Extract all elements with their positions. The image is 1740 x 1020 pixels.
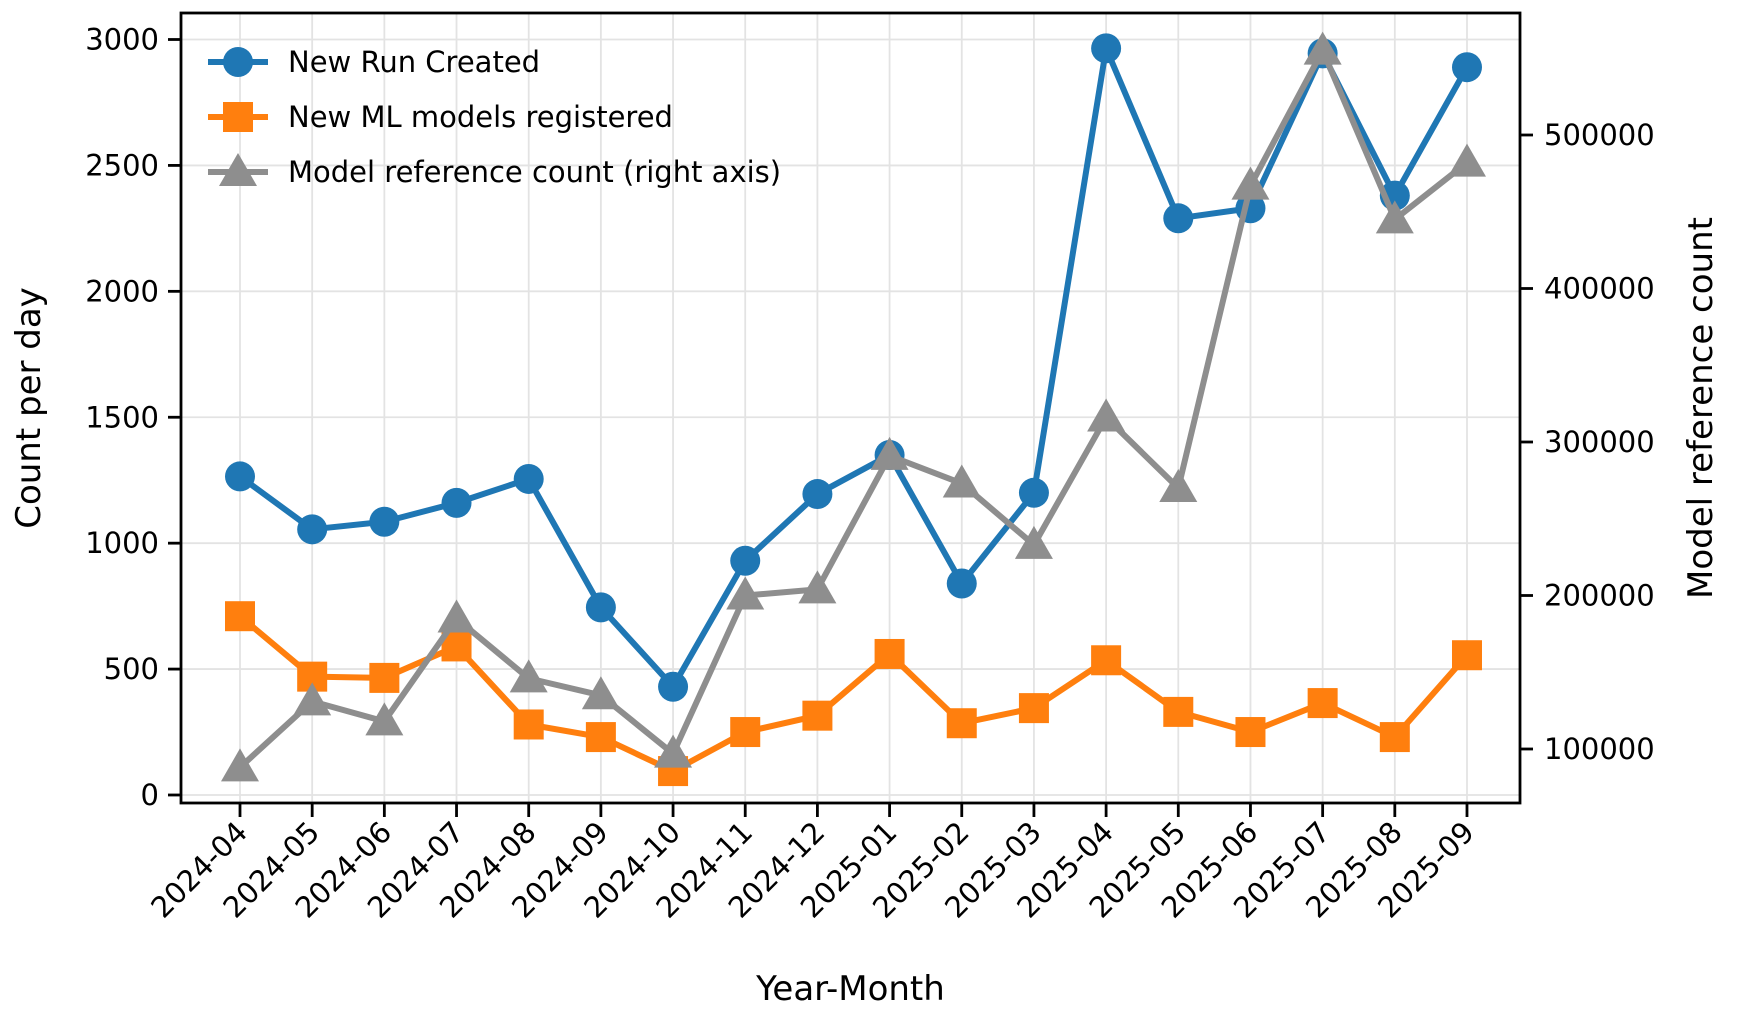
series-marker-circle: [1018, 477, 1049, 508]
series-line-circle: [238, 45, 1470, 690]
series-marker-triangle: [870, 436, 909, 470]
right-tick-label: 100000: [1544, 732, 1655, 766]
legend-label: New Run Created: [288, 45, 540, 79]
series-marker-circle: [1451, 52, 1482, 83]
right-tick-label: 400000: [1544, 272, 1655, 306]
x-axis-label: Year-Month: [755, 969, 945, 1009]
series-marker-circle: [585, 592, 616, 623]
series-marker-circle: [802, 479, 833, 510]
series-marker-square: [225, 601, 255, 632]
series-marker-triangle: [1375, 200, 1414, 234]
legend-sample-marker-triangle: [219, 153, 257, 186]
right-axis-label: Model reference count: [1681, 217, 1721, 599]
series-marker-square: [1163, 696, 1194, 727]
series-marker-triangle: [221, 748, 259, 782]
series-marker-square: [1451, 640, 1482, 671]
series-marker-circle: [1091, 33, 1122, 64]
series-marker-circle: [658, 671, 689, 702]
series-marker-square: [1235, 717, 1266, 748]
series-marker-triangle: [1087, 398, 1126, 432]
series-marker-triangle: [1014, 525, 1053, 559]
plot-border: [179, 11, 1522, 805]
series-line-square: [238, 613, 1470, 775]
series-marker-square: [369, 662, 400, 693]
series-marker-triangle: [293, 682, 332, 716]
series-marker-circle: [946, 568, 977, 599]
series-marker-circle: [225, 461, 255, 492]
series-line-triangle: [237, 47, 1469, 770]
series-marker-triangle: [365, 702, 404, 736]
series-marker-square: [585, 722, 616, 753]
legend-sample-marker-circle: [223, 47, 253, 77]
series-marker-triangle: [1159, 469, 1198, 503]
series-marker-triangle: [798, 570, 837, 604]
series-marker-circle: [297, 514, 328, 545]
series-marker-triangle: [581, 676, 620, 710]
left-tick-label: 0: [141, 778, 159, 812]
series-marker-square: [1018, 693, 1049, 724]
series-marker-triangle: [437, 599, 476, 633]
series-marker-triangle: [509, 659, 548, 693]
left-tick-label: 2500: [85, 148, 159, 182]
series-marker-square: [1091, 645, 1122, 676]
series-marker-triangle: [654, 734, 693, 768]
right-tick-label: 200000: [1544, 579, 1655, 613]
series-marker-triangle: [942, 464, 981, 498]
series-marker-triangle: [726, 576, 765, 610]
left-tick-label: 1000: [85, 526, 159, 560]
series-marker-square: [513, 709, 544, 740]
series-marker-triangle: [1231, 166, 1270, 200]
series-marker-square: [1379, 722, 1410, 753]
left-tick-label: 500: [104, 652, 159, 686]
series-marker-square: [1307, 688, 1338, 719]
series-marker-square: [802, 700, 833, 731]
legend-label: New ML models registered: [288, 100, 673, 134]
series-marker-circle: [1163, 203, 1194, 234]
right-tick-label: 300000: [1544, 425, 1655, 459]
left-tick-label: 2000: [85, 274, 159, 308]
series-marker-circle: [369, 506, 400, 537]
left-tick-label: 3000: [85, 23, 159, 57]
right-tick-label: 500000: [1544, 118, 1655, 152]
series-marker-circle: [513, 463, 544, 494]
legend-sample-marker-square: [223, 102, 253, 132]
series-marker-square: [874, 638, 905, 669]
left-axis-label: Count per day: [9, 287, 49, 529]
series-marker-circle: [441, 487, 472, 518]
series-marker-triangle: [1447, 143, 1486, 177]
series-marker-triangle: [1303, 31, 1342, 65]
legend-label: Model reference count (right axis): [288, 155, 781, 189]
series-marker-square: [946, 708, 977, 739]
series-marker-circle: [730, 545, 761, 576]
series-marker-square: [730, 717, 761, 748]
left-tick-label: 1500: [85, 400, 159, 434]
